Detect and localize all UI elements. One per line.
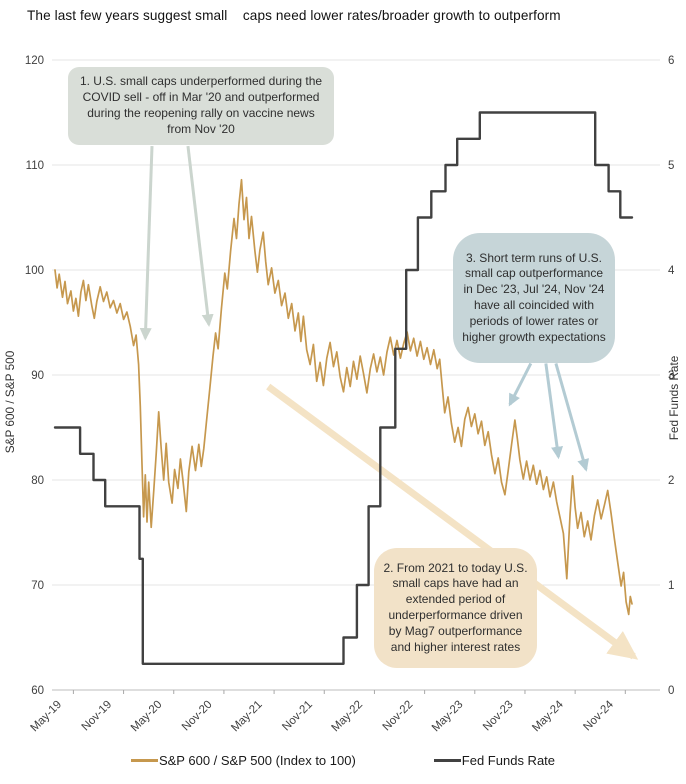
ratio-line-swatch	[130, 759, 158, 762]
y-left-tick-label: 110	[26, 160, 44, 172]
y-right-tick-label: 3	[668, 370, 674, 382]
covid-selloff-arrow	[139, 146, 154, 341]
y-left-tick-label: 80	[31, 475, 44, 487]
x-tick-label: Nov-24	[581, 698, 616, 733]
legend-label-fed: Fed Funds Rate	[461, 753, 556, 768]
legend-item-fed: Fed Funds Rate	[433, 753, 556, 768]
x-tick-label: May-23	[430, 699, 466, 735]
y-right-axis-title: Fed Funds Rate	[667, 355, 681, 440]
jul-24-arrow	[544, 363, 564, 460]
y-right-tick-label: 1	[668, 580, 674, 592]
x-tick-label: May-20	[129, 699, 165, 735]
y-left-tick-label: 60	[31, 685, 44, 697]
y-left-axis-title: S&P 600 / S&P 500	[3, 350, 17, 453]
ratio-line-series	[54, 178, 633, 616]
x-tick-label: May-21	[229, 699, 265, 735]
y-right-tick-label: 5	[668, 160, 674, 172]
y-right-tick-label: 6	[668, 55, 674, 67]
y-right-tick-label: 0	[668, 685, 674, 697]
legend-label-ratio: S&P 600 / S&P 500 (Index to 100)	[158, 753, 356, 768]
legend-item-ratio: S&P 600 / S&P 500 (Index to 100)	[130, 753, 356, 768]
nov-24-arrow	[554, 363, 589, 472]
x-tick-label: May-22	[330, 699, 366, 735]
x-tick-label: May-24	[530, 698, 566, 734]
vaccine-rally-arrow	[186, 145, 214, 327]
y-left-tick-label: 90	[31, 370, 44, 382]
callout-covid-selloff-text: 1. U.S. small caps underperformed during…	[79, 74, 323, 136]
chart-legend: S&P 600 / S&P 500 (Index to 100) Fed Fun…	[0, 753, 686, 768]
x-tick-label: Nov-19	[80, 699, 115, 734]
x-tick-label: Nov-22	[381, 699, 416, 734]
y-left-tick-label: 120	[25, 55, 44, 67]
x-tick-label: Nov-21	[280, 699, 315, 734]
callout-underperformance-text: 2. From 2021 to today U.S. small caps ha…	[383, 560, 528, 654]
callout-short-term-runs-text: 3. Short term runs of U.S. small cap out…	[462, 250, 606, 344]
y-right-tick-label: 2	[668, 475, 674, 487]
fed-funds-series	[53, 111, 634, 665]
dec-23-arrow	[508, 362, 533, 407]
y-left-tick-label: 100	[25, 265, 44, 277]
x-tick-label: May-19	[29, 699, 65, 735]
x-tick-label: Nov-23	[481, 699, 516, 734]
x-tick-label: Nov-20	[180, 699, 215, 734]
callout-underperformance: 2. From 2021 to today U.S. small caps ha…	[374, 548, 537, 668]
downtrend-arrow	[266, 383, 639, 660]
chart-title: The last few years suggest small caps ne…	[27, 8, 561, 23]
callout-short-term-runs: 3. Short term runs of U.S. small cap out…	[453, 233, 615, 363]
fed-line-swatch	[433, 759, 461, 762]
y-right-tick-label: 4	[668, 265, 675, 277]
callout-covid-selloff: 1. U.S. small caps underperformed during…	[68, 67, 334, 145]
y-left-tick-label: 70	[31, 580, 44, 592]
